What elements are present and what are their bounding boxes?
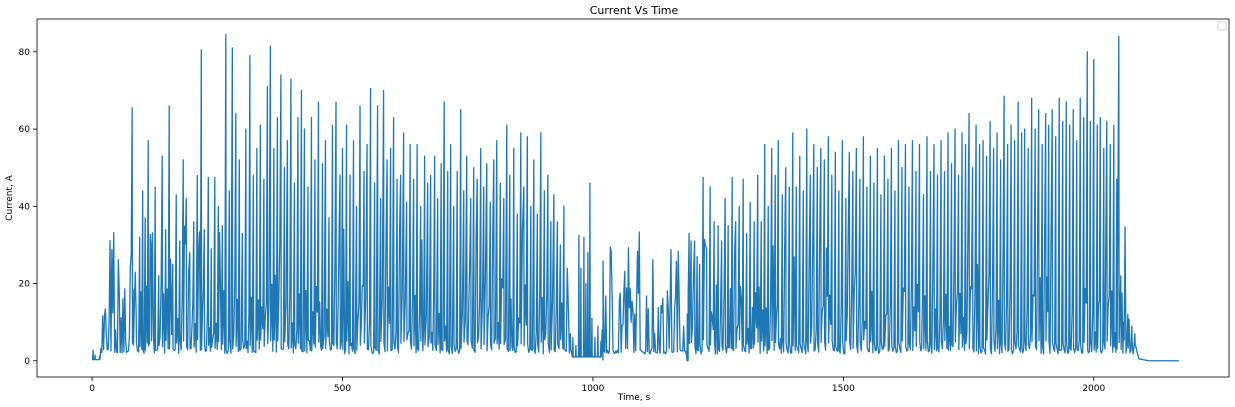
x-tick-label: 0 <box>89 384 95 394</box>
x-axis-label: Time, s <box>617 393 651 403</box>
x-axis: 0 500 1000 1500 2000 <box>89 377 1105 394</box>
series-layer <box>91 33 1179 362</box>
current-series-line <box>91 33 1179 362</box>
x-tick-label: 1500 <box>832 384 855 394</box>
y-tick-label: 40 <box>19 202 31 212</box>
y-axis: 0 20 40 60 80 <box>19 48 37 367</box>
y-tick-label: 20 <box>19 280 31 290</box>
x-tick-label: 500 <box>334 384 351 394</box>
y-axis-label: Current, A <box>5 174 15 221</box>
plot-area <box>36 18 1230 378</box>
x-tick-label: 1000 <box>581 384 604 394</box>
plot-frame <box>36 18 1230 378</box>
y-tick-label: 80 <box>19 48 31 58</box>
x-tick-label: 2000 <box>1082 384 1105 394</box>
legend-box <box>1217 21 1227 31</box>
y-tick-label: 60 <box>19 125 31 135</box>
chart-title: Current Vs Time <box>590 4 679 17</box>
y-tick-label: 0 <box>24 357 30 367</box>
